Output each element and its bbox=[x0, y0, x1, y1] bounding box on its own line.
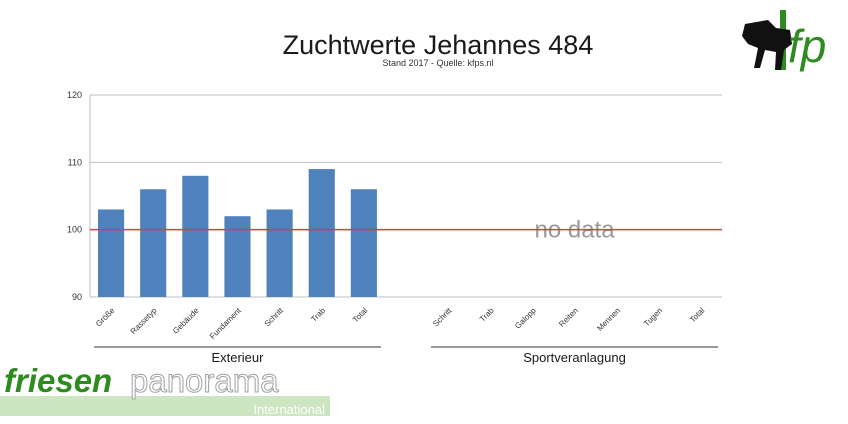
reference-line-layer: no data bbox=[90, 217, 722, 244]
bar bbox=[308, 169, 335, 297]
wordmark-part1: friesen bbox=[4, 362, 112, 399]
x-tick-label: Schritt bbox=[431, 306, 454, 329]
bar bbox=[350, 189, 377, 297]
bar bbox=[266, 209, 293, 297]
x-tick-label: Total bbox=[688, 306, 706, 324]
x-tick-label: Mennen bbox=[595, 306, 622, 333]
bar bbox=[182, 175, 209, 297]
group-label: Exterieur bbox=[211, 350, 264, 365]
y-tick-label: 100 bbox=[67, 225, 82, 235]
group-label: Sportveranlagung bbox=[523, 350, 626, 365]
fp-logo: fp bbox=[742, 10, 826, 72]
logo-letters: fp bbox=[788, 20, 826, 72]
x-tick-label: Fundament bbox=[208, 306, 244, 342]
wordmark-part2: panorama bbox=[130, 362, 279, 399]
chart-title: Zuchtwerte Jehannes 484 bbox=[283, 30, 594, 60]
x-tick-label: Reiten bbox=[557, 306, 580, 329]
chart-subtitle: Stand 2017 - Quelle: kfps.nl bbox=[382, 58, 493, 68]
bar bbox=[140, 189, 167, 297]
x-tick-label: Schritt bbox=[263, 306, 286, 329]
bars bbox=[98, 169, 377, 297]
horse-icon bbox=[742, 20, 792, 70]
y-tick-label: 110 bbox=[68, 157, 82, 167]
y-tick-label: 120 bbox=[67, 90, 82, 100]
x-tick-label: Größe bbox=[94, 306, 117, 329]
wordmark-part3: International bbox=[253, 402, 325, 417]
x-tick-label: Trab bbox=[309, 306, 327, 324]
x-tick-label: Trab bbox=[478, 306, 496, 324]
y-tick-label: 90 bbox=[72, 292, 82, 302]
y-axis-ticks: 90 100 110 120 bbox=[67, 90, 82, 302]
x-tick-label: Rassetyp bbox=[129, 306, 159, 336]
x-tick-label: Tugen bbox=[642, 306, 664, 328]
group-labels: Exterieur Sportveranlagung bbox=[94, 346, 718, 365]
bar bbox=[98, 209, 125, 297]
x-tick-label: Gebäude bbox=[171, 306, 201, 336]
wordmark-band bbox=[0, 396, 330, 416]
bar bbox=[224, 216, 251, 297]
x-axis-ticks: Größe Rassetyp Gebäude Fundament Schritt Trab… bbox=[94, 306, 706, 342]
x-tick-label: Total bbox=[351, 306, 369, 324]
friesenpanorama-logo: friesen panorama International bbox=[0, 362, 330, 417]
x-tick-label: Galopp bbox=[513, 306, 538, 331]
